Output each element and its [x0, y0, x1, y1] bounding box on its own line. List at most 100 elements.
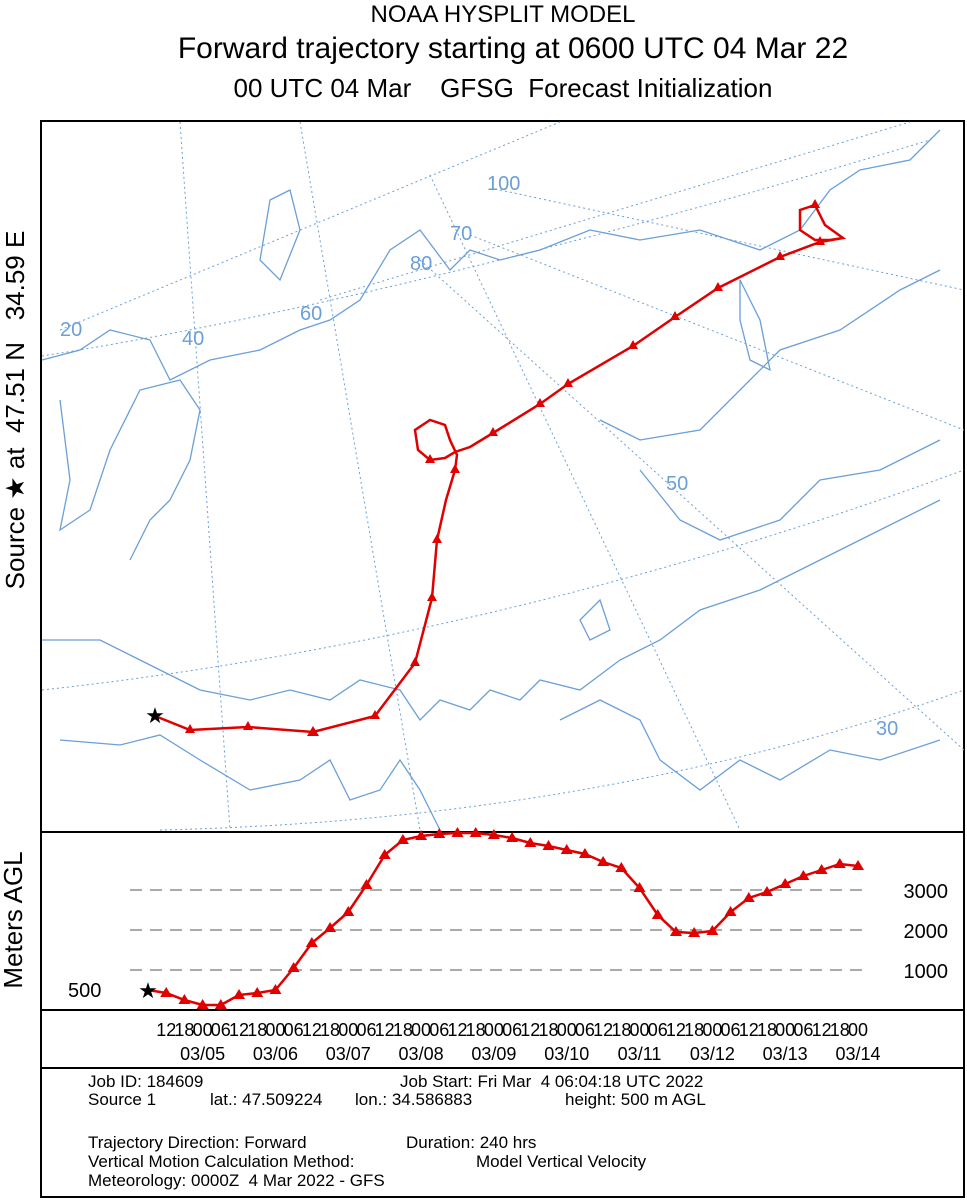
x-tick-label: 18 [393, 1020, 413, 1040]
marker [396, 834, 409, 844]
x-tick-label: 18 [684, 1020, 704, 1040]
frame [40, 120, 965, 1198]
date-label: 03/13 [763, 1044, 808, 1064]
x-tick-label: 00 [338, 1020, 358, 1040]
x-tick-label: 18 [174, 1020, 194, 1040]
marker [287, 962, 300, 972]
x-tick-label: 18 [830, 1020, 850, 1040]
marker [415, 830, 428, 840]
border [639, 439, 941, 541]
x-tick-label: 18 [611, 1020, 631, 1040]
marker [506, 832, 519, 842]
grid-label: 70 [450, 223, 472, 245]
border [42, 499, 941, 722]
info: Job ID: 184609 [88, 1072, 203, 1091]
marker [542, 840, 555, 850]
x-tick-label: 12 [447, 1020, 467, 1040]
x-tick-label: 18 [757, 1020, 777, 1040]
marker [196, 999, 209, 1009]
info: lon.: 34.586883 [355, 1090, 472, 1109]
x-tick-label: 00 [411, 1020, 431, 1040]
x-tick-label: 12 [739, 1020, 759, 1040]
marker [487, 829, 500, 839]
border [559, 699, 941, 791]
marker [178, 994, 191, 1004]
x-tick-label: 12 [666, 1020, 686, 1040]
date-label: 03/08 [399, 1044, 444, 1064]
info: Duration: 240 hrs [406, 1133, 536, 1152]
x-tick-label: 12 [520, 1020, 540, 1040]
info: Source 1 [88, 1090, 156, 1109]
marker [797, 870, 810, 880]
x-tick-label: 18 [247, 1020, 267, 1040]
grid-label: 60 [300, 303, 322, 325]
marker [742, 892, 755, 902]
subtitle: Forward trajectory starting at 0600 UTC … [178, 32, 848, 65]
trajectory-path [154, 203, 847, 734]
longitude-line [59, 121, 561, 331]
x-tick-label: 06 [356, 1020, 376, 1040]
marker [597, 856, 610, 866]
coastline [41, 129, 941, 381]
latitude-line [159, 689, 965, 831]
marker [815, 864, 828, 874]
date-label: 03/12 [690, 1044, 735, 1064]
grid-label: 30 [876, 718, 898, 740]
marker [451, 827, 464, 837]
init-line: 00 UTC 04 Mar GFSG Forecast Initializati… [234, 73, 773, 103]
grid-label: 50 [666, 473, 688, 495]
coastline [59, 379, 201, 561]
x-tick-label: 00 [193, 1020, 213, 1040]
x-tick-label: 06 [575, 1020, 595, 1040]
grid-label: 100 [487, 173, 520, 195]
x-tick-label: 12 [156, 1020, 176, 1040]
marker [524, 837, 537, 847]
longitude-line [469, 234, 965, 431]
latitude-line [41, 469, 965, 691]
marker [760, 886, 773, 896]
height-line [147, 831, 859, 1007]
x-tick-label: 12 [593, 1020, 613, 1040]
marker [469, 827, 482, 837]
marker [269, 984, 282, 994]
info: Job Start: Fri Mar 4 06:04:18 UTC 2022 [400, 1072, 703, 1091]
x-tick-label: 06 [721, 1020, 741, 1040]
date-label: 03/05 [180, 1044, 225, 1064]
x-tick-label: 12 [375, 1020, 395, 1040]
marker [305, 937, 318, 947]
x-tick-label: 06 [211, 1020, 231, 1040]
marker [669, 926, 682, 936]
x-tick-label: 00 [775, 1020, 795, 1040]
x-tick-label: 00 [848, 1020, 868, 1040]
longitude-line [429, 174, 741, 831]
info: Meteorology: 0000Z 4 Mar 2022 - GFS [88, 1171, 385, 1190]
date-label: 03/06 [253, 1044, 298, 1064]
x-tick-label: 18 [538, 1020, 558, 1040]
x-tick-label: 00 [630, 1020, 650, 1040]
date-label: 03/09 [471, 1044, 516, 1064]
longitude-line [299, 121, 421, 831]
info: Vertical Motion Calculation Method: [88, 1152, 354, 1171]
grid-label: 20 [60, 319, 82, 341]
marker [833, 858, 846, 868]
y-axis-label: Meters AGL [0, 851, 28, 988]
marker [360, 879, 373, 889]
date-label: 03/11 [618, 1044, 662, 1064]
info: Trajectory Direction: Forward [88, 1133, 307, 1152]
x-tick-label: 06 [793, 1020, 813, 1040]
longitude-line [499, 189, 965, 291]
marker [560, 844, 573, 854]
marker [233, 989, 246, 999]
longitude-line [319, 121, 911, 301]
title: NOAA HYSPLIT MODEL [371, 1, 636, 28]
x-tick-label: 00 [557, 1020, 577, 1040]
start-height-label: 500 [68, 980, 101, 1002]
marker [342, 906, 355, 916]
x-tick-label: 12 [302, 1020, 322, 1040]
x-tick-label: 06 [284, 1020, 304, 1040]
start-star: ★ [138, 978, 158, 1003]
marker [688, 927, 701, 937]
source-star: ★ [145, 703, 165, 728]
marker [852, 860, 864, 870]
x-tick-label: 06 [502, 1020, 522, 1040]
